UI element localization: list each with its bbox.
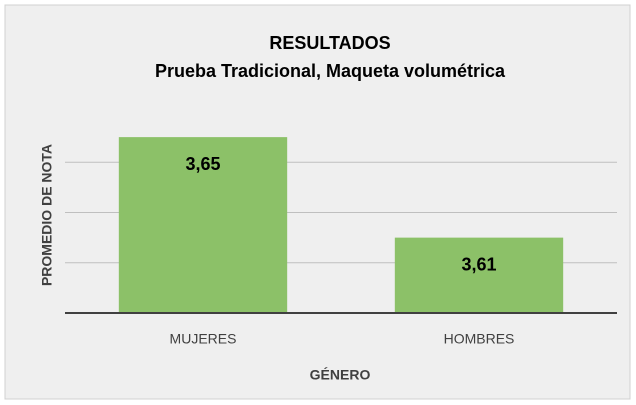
data-label: 3,65 xyxy=(185,154,220,174)
bar xyxy=(118,137,288,313)
x-tick-label: MUJERES xyxy=(170,331,237,347)
chart-background xyxy=(4,4,631,400)
x-tick-label: HOMBRES xyxy=(444,331,515,347)
y-axis-title: PROMEDIO DE NOTA xyxy=(39,144,55,286)
chart-title: RESULTADOS xyxy=(269,33,390,53)
bar xyxy=(394,237,564,313)
x-axis-title: GÉNERO xyxy=(310,367,371,383)
chart-subtitle: Prueba Tradicional, Maqueta volumétrica xyxy=(155,61,506,81)
data-label: 3,61 xyxy=(461,254,496,274)
